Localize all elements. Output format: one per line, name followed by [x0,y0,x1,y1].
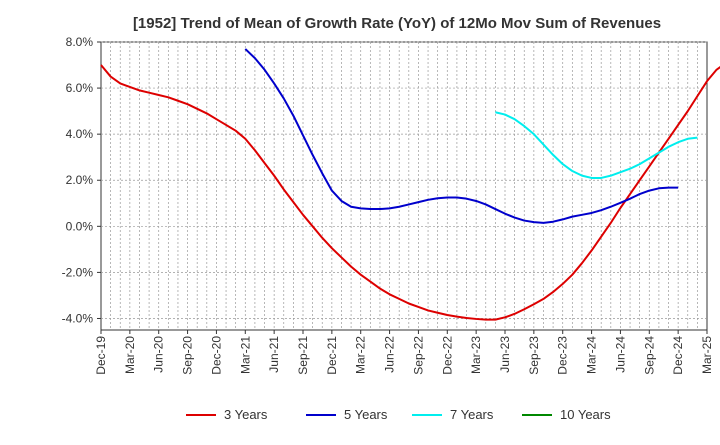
x-tick-label: Dec-21 [325,336,339,375]
series-line-3-years [100,64,720,321]
legend-label: 5 Years [344,407,388,422]
x-tick-label: Jun-20 [152,336,166,373]
y-tick-label: -2.0% [62,265,94,279]
x-tick-label: Mar-24 [585,336,599,374]
grid-layer [101,41,707,330]
chart-title: [1952] Trend of Mean of Growth Rate (YoY… [133,15,661,32]
legend-label: 3 Years [224,407,268,422]
x-tick-label: Sep-23 [527,336,541,375]
legend-label: 7 Years [450,407,494,422]
y-tick-label: -4.0% [62,311,94,325]
x-tick-label: Jun-23 [498,336,512,373]
x-tick-label: Mar-21 [238,336,252,374]
x-tick-label: Dec-23 [556,336,570,375]
x-tick-label: Sep-22 [411,336,425,375]
plot-frame [100,41,708,331]
x-tick-label: Sep-21 [296,336,310,375]
series-line-5-years [244,48,679,224]
x-tick-label: Dec-24 [671,336,685,375]
y-tick-label: 8.0% [66,35,94,49]
x-tick-label: Mar-20 [123,336,137,374]
x-tick-label: Dec-19 [94,336,108,375]
x-tick-label: Dec-22 [440,336,454,375]
y-tick-label: 0.0% [66,219,94,233]
y-tick-label: 6.0% [66,81,94,95]
x-tick-label: Jun-24 [613,336,627,373]
series-layer [100,48,720,321]
x-tick-label: Mar-25 [700,336,714,374]
x-tick-label: Mar-22 [354,336,368,374]
y-axis-ticks: -4.0% -2.0% 0.0% 2.0% 4.0% 6.0% 8.0% [62,35,101,325]
legend-label: 10 Years [560,407,611,422]
legend: 3 Years 5 Years 7 Years 10 Years [186,407,611,422]
x-tick-label: Sep-24 [642,336,656,375]
x-tick-label: Jun-22 [383,336,397,373]
series-line-7-years [495,111,698,179]
x-tick-label: Sep-20 [181,336,195,375]
x-tick-label: Jun-21 [267,336,281,373]
x-tick-label: Dec-20 [209,336,223,375]
y-tick-label: 2.0% [66,173,94,187]
x-axis-ticks: Dec-19 Mar-20 Jun-20 Sep-20 Dec-20 Mar-21 Jun-… [94,330,714,375]
y-tick-label: 4.0% [66,127,94,141]
x-tick-label: Mar-23 [469,336,483,374]
